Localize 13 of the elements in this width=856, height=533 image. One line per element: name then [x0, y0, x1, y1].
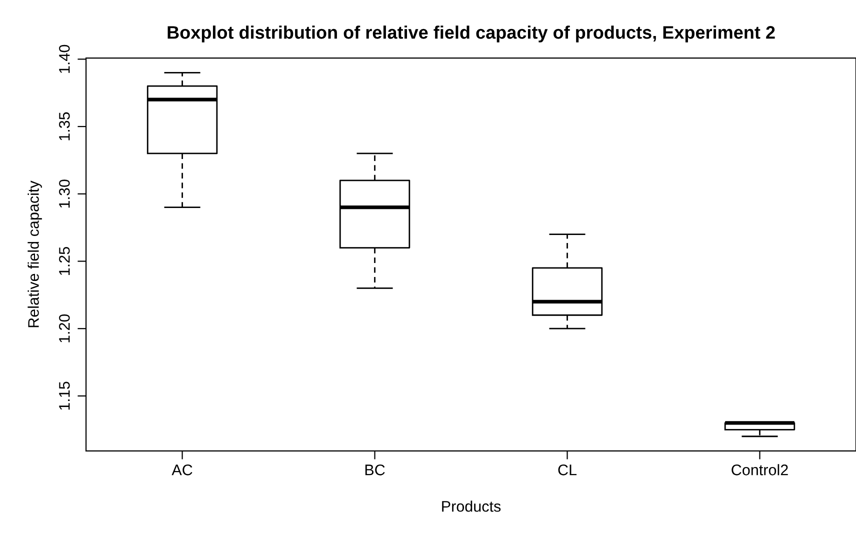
y-tick-label: 1.25	[58, 247, 70, 275]
y-tick-label: 1.15	[59, 382, 70, 410]
chart-title: Boxplot distribution of relative field capacity of products, Experiment 2	[168, 26, 775, 42]
y-tick-label: 1.30	[58, 180, 70, 208]
y-tick-label: 1.35	[58, 112, 70, 140]
y-tick-label: 1.20	[58, 314, 70, 342]
y-axis-title: Relative field capacity	[28, 180, 42, 328]
x-tick-label: CL	[558, 464, 577, 476]
x-axis-title: Products	[442, 500, 501, 512]
x-tick-label: BC	[365, 464, 385, 476]
x-tick-label: Control2	[732, 464, 788, 476]
x-tick-label: AC	[172, 464, 192, 476]
y-tick-label: 1.40	[58, 44, 70, 73]
